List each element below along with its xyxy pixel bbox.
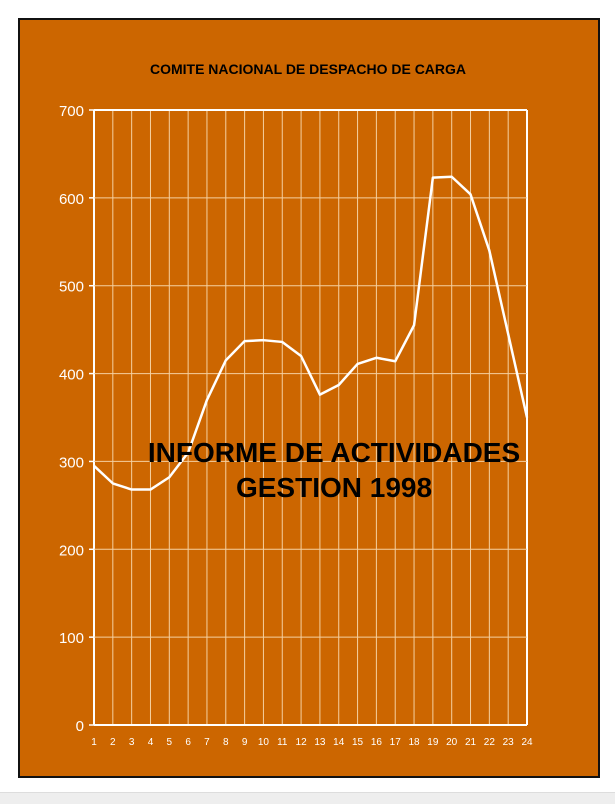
series-line (93, 175, 529, 491)
chart-title: COMITE NACIONAL DE DESPACHO DE CARGA (150, 61, 466, 77)
overlay-title-line2: GESTION 1998 (236, 472, 432, 503)
y-tick-label: 0 (76, 718, 84, 735)
y-tick-label: 500 (59, 279, 84, 296)
x-tick-label: 21 (465, 737, 477, 748)
x-tick-label: 20 (446, 737, 458, 748)
y-tick-label: 300 (59, 454, 84, 471)
x-tick-label: 19 (427, 737, 439, 748)
x-tick-label: 3 (129, 737, 135, 748)
x-tick-label: 5 (167, 737, 173, 748)
x-tick-label: 4 (148, 737, 154, 748)
x-tick-label: 24 (521, 737, 533, 748)
y-tick-label: 100 (59, 630, 84, 647)
chart-frame (18, 18, 600, 778)
y-tick-label: 600 (59, 191, 84, 208)
y-tick-label: 700 (59, 103, 84, 120)
x-tick-label: 6 (185, 737, 191, 748)
overlay-title-line1: INFORME DE ACTIVIDADES (148, 437, 520, 468)
x-tick-label: 18 (408, 737, 420, 748)
x-tick-label: 15 (352, 737, 364, 748)
x-tick-label: 17 (390, 737, 402, 748)
y-tick-label: 400 (59, 367, 84, 384)
x-tick-label: 13 (314, 737, 326, 748)
x-tick-label: 1 (91, 737, 97, 748)
x-tick-label: 7 (204, 737, 210, 748)
y-tick-label: 200 (59, 542, 84, 559)
x-tick-label: 22 (484, 737, 496, 748)
bottom-strip (0, 792, 615, 804)
x-tick-label: 2 (110, 737, 116, 748)
x-tick-label: 8 (223, 737, 229, 748)
x-tick-label: 9 (242, 737, 248, 748)
x-tick-label: 10 (258, 737, 270, 748)
x-tick-label: 23 (503, 737, 515, 748)
x-tick-label: 16 (371, 737, 383, 748)
x-tick-label: 12 (296, 737, 308, 748)
x-tick-label: 14 (333, 737, 345, 748)
x-tick-label: 11 (277, 737, 288, 748)
